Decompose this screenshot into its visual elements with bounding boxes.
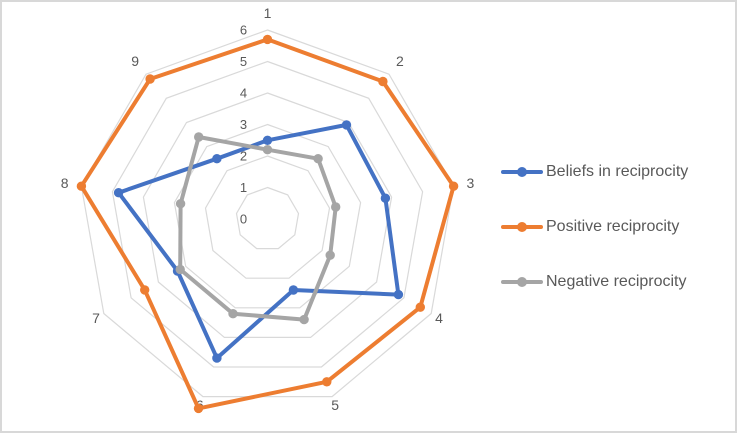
category-label: 1 [264,5,272,21]
grid-ring [142,92,393,338]
legend-item: Beliefs in reciprocity [501,162,688,182]
legend-item-label: Positive reciprocity [546,218,680,235]
data-point-marker [325,250,335,260]
data-point-marker [262,135,273,145]
radial-axis-label: 3 [240,117,247,132]
radial-axis-label: 5 [240,54,247,69]
data-point-marker [393,289,404,300]
data-point-marker [193,403,204,414]
radial-axis-label: 6 [240,23,247,38]
series-polygon [116,122,401,361]
category-label: 8 [61,175,69,191]
data-point-marker [212,154,222,164]
data-point-marker [140,285,150,295]
data-point-marker [331,202,341,212]
category-label: 9 [131,53,139,69]
radial-axis-label: 1 [240,180,247,195]
grid-ring [80,29,455,398]
data-point-marker [415,302,425,312]
data-point-marker [380,193,391,203]
data-point-marker [299,314,309,325]
series-polygon [178,135,338,322]
data-point-marker [175,199,186,209]
data-point-marker [341,120,352,130]
data-point-marker [262,145,273,155]
data-point-marker [228,309,238,319]
legend-item-label: Beliefs in reciprocity [546,163,689,180]
data-point-marker [145,74,155,84]
legend-item: Negative reciprocity [501,272,688,292]
data-point-marker [322,377,332,387]
data-point-marker [448,181,459,191]
category-label: 7 [92,310,100,326]
grid-ring [235,186,300,250]
data-point-marker [212,353,222,363]
legend-item-label: Negative reciprocity [546,273,687,290]
data-point-marker [313,154,323,164]
grid-ring [173,123,362,309]
data-point-marker [113,188,124,198]
data-point-marker [288,285,299,295]
category-label: 4 [435,310,443,326]
grid-ring [111,60,424,368]
data-point-marker [262,34,273,45]
data-point-marker [378,76,388,87]
legend-item: Positive reciprocity [501,217,688,237]
legend-line-marker-icon [501,221,543,233]
category-label: 2 [396,53,404,69]
category-label: 5 [331,397,339,413]
radial-axis-label: 2 [240,149,247,164]
data-point-marker [194,132,204,142]
data-point-marker [175,264,185,275]
grid-ring [204,155,331,279]
radial-axis-label: 4 [240,86,247,101]
radial-axis-label: 0 [240,212,247,227]
legend: Beliefs in reciprocity Positive reciproc… [501,162,688,292]
legend-line-marker-icon [501,166,543,178]
legend-line-marker-icon [501,276,543,288]
series-polygon [79,37,456,411]
category-label: 3 [467,175,475,191]
data-point-marker [76,181,87,191]
